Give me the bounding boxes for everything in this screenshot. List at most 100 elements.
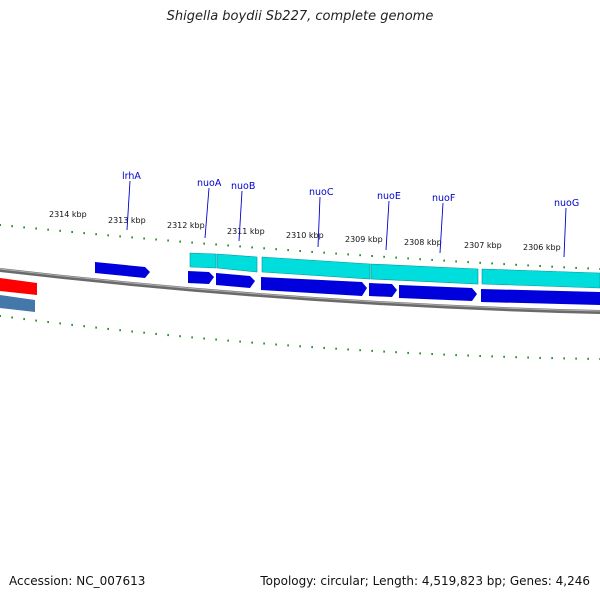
- tick-mark: [395, 256, 397, 259]
- tick-mark: [299, 345, 301, 348]
- label-line-lrhA: [126, 180, 131, 231]
- tick-label-2309: 2309 kbp: [345, 235, 383, 244]
- tick-mark: [587, 267, 589, 270]
- tick-mark: [47, 321, 49, 323]
- tick-mark: [371, 349, 373, 352]
- tick-mark: [479, 355, 481, 357]
- tick-mark: [167, 334, 169, 337]
- tick-mark: [431, 258, 433, 261]
- tick-mark: [35, 227, 37, 230]
- tick-mark: [275, 248, 277, 251]
- tick-mark: [83, 232, 85, 235]
- tick-mark: [479, 261, 481, 264]
- tick-mark: [275, 343, 277, 346]
- tick-mark: [467, 354, 469, 357]
- tick-mark: [191, 241, 193, 244]
- tick-mark: [35, 319, 37, 322]
- tick-mark: [527, 264, 529, 267]
- tick-mark: [107, 327, 109, 330]
- tick-mark: [71, 323, 73, 326]
- tick-mark: [359, 349, 361, 352]
- tick-mark: [263, 342, 265, 345]
- gene-feature: [370, 263, 479, 285]
- tick-mark: [467, 261, 469, 264]
- tick-mark: [419, 258, 421, 261]
- tick-mark: [575, 266, 577, 269]
- tick-mark: [95, 326, 97, 329]
- tick-mark: [203, 337, 205, 340]
- cds-feature: [216, 273, 255, 288]
- tick-label-2313: 2313 kbp: [108, 216, 146, 225]
- gene-label-nuoG[interactable]: nuoG: [554, 198, 579, 209]
- tick-mark: [575, 357, 577, 360]
- gene-label-nuoF[interactable]: nuoF: [432, 193, 455, 204]
- tick-mark: [539, 356, 541, 359]
- tick-mark: [515, 263, 517, 266]
- tick-mark: [83, 325, 85, 328]
- tick-label-2312: 2312 kbp: [167, 221, 205, 230]
- tick-mark: [59, 322, 61, 325]
- tick-mark: [179, 240, 181, 243]
- label-line-nuoF: [439, 202, 444, 254]
- tick-mark: [47, 228, 49, 231]
- tick-mark: [227, 244, 229, 247]
- tick-mark: [335, 252, 337, 255]
- tick-mark: [407, 257, 409, 260]
- tick-mark: [179, 335, 181, 338]
- tick-mark: [215, 338, 217, 341]
- tick-mark: [215, 243, 217, 246]
- gene-label-nuoB[interactable]: nuoB: [231, 181, 255, 192]
- tick-mark: [167, 239, 169, 242]
- label-line-nuoA: [204, 187, 210, 239]
- tick-mark: [0, 224, 1, 226]
- tick-mark: [551, 265, 553, 268]
- tick-mark: [515, 356, 517, 359]
- tick-mark: [0, 315, 1, 317]
- gene-label-lrhA[interactable]: lrhA: [122, 171, 141, 182]
- tick-labels: 2314 kbp 2313 kbp 2312 kbp 2311 kbp 2310…: [49, 210, 561, 252]
- tick-mark: [227, 339, 229, 342]
- tick-mark: [323, 346, 325, 349]
- tick-mark: [11, 225, 13, 228]
- tick-mark: [287, 249, 289, 252]
- rrna-feature: [0, 278, 37, 295]
- gene-label-nuoE[interactable]: nuoE: [377, 191, 401, 202]
- gene-track: [189, 252, 600, 289]
- topology-text: Topology: circular; Length: 4,519,823 bp…: [260, 574, 590, 588]
- cds-feature: [261, 277, 367, 296]
- tick-mark: [311, 250, 313, 253]
- tick-mark: [263, 247, 265, 250]
- tick-mark: [95, 233, 97, 236]
- tick-mark: [11, 316, 13, 319]
- tick-mark: [251, 246, 253, 249]
- tick-mark: [203, 242, 205, 245]
- label-line-nuoB: [238, 190, 243, 242]
- tick-mark: [23, 318, 25, 321]
- tick-mark: [455, 260, 457, 263]
- tick-mark: [443, 259, 445, 262]
- tick-label-2314: 2314 kbp: [49, 210, 87, 219]
- tick-mark: [383, 350, 385, 353]
- cds-feature: [95, 262, 150, 278]
- tick-mark: [503, 263, 505, 266]
- tick-label-2307: 2307 kbp: [464, 241, 502, 250]
- tick-mark: [287, 344, 289, 347]
- tick-mark: [71, 231, 73, 233]
- genome-backbone: [0, 268, 600, 314]
- gene-label-nuoA[interactable]: nuoA: [197, 178, 222, 189]
- tick-mark: [131, 236, 133, 239]
- tick-mark: [131, 330, 133, 333]
- tick-mark: [107, 234, 109, 237]
- tick-mark: [443, 353, 445, 356]
- tick-mark: [143, 237, 145, 240]
- gene-feature: [261, 256, 371, 280]
- tick-mark: [383, 255, 385, 258]
- tick-mark: [155, 332, 157, 335]
- gene-label-nuoC[interactable]: nuoC: [309, 187, 334, 198]
- tick-mark: [407, 351, 409, 354]
- other-feature: [0, 295, 35, 312]
- outer-tick-ring: [0, 224, 600, 270]
- tick-mark: [371, 255, 373, 257]
- cds-feature: [481, 289, 600, 305]
